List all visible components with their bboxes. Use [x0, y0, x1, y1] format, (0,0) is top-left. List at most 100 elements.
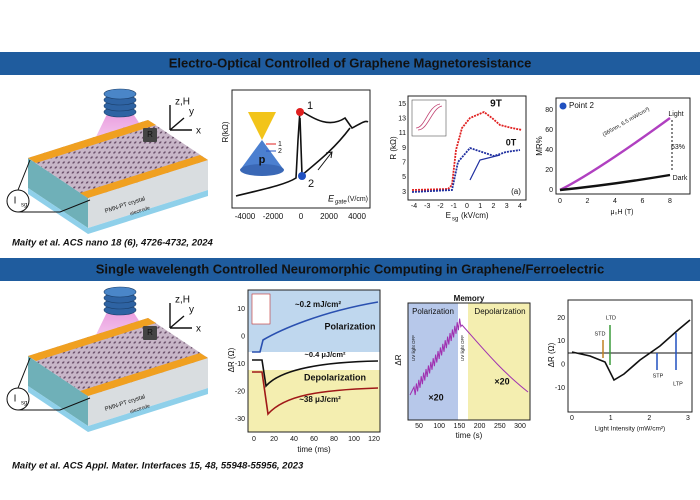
source-subscript: sg: [21, 203, 27, 209]
legend-label: 1: [278, 141, 282, 148]
inset: [411, 99, 447, 137]
axis-label: x: [196, 126, 201, 137]
y-tick-label: 10: [557, 338, 565, 345]
source-subscript: sg: [21, 401, 27, 407]
x-tick-label: 80: [330, 436, 338, 443]
x-axis-label: Light Intensity (mW/cm²): [595, 426, 665, 433]
x-tick-label: 300: [514, 423, 526, 430]
x-axis-label: E: [328, 193, 335, 203]
banner: [0, 258, 700, 281]
graphene: [28, 120, 208, 198]
y-tick-label: 3: [402, 189, 406, 196]
y-tick-label: 13: [398, 116, 406, 123]
y-axis-label: ΔR (Ω): [547, 342, 556, 367]
axis-label: z,H: [175, 295, 190, 306]
y-axis-label: ΔR: [394, 354, 403, 365]
x-axis-label: time (s): [456, 431, 483, 440]
plot-frame: [567, 299, 693, 413]
source-label: I: [14, 196, 17, 207]
citation: Maity et al. ACS Appl. Mater. Interfaces…: [12, 461, 304, 472]
marker-label: STP: [653, 373, 664, 379]
axis-label: y: [189, 107, 194, 118]
x-tick-label: 2: [492, 203, 496, 210]
x-axis-subscript: sg: [452, 217, 458, 223]
y-tick-label: -20: [235, 388, 245, 395]
banner-title: Electro-Optical Controlled of Graphene M…: [169, 55, 532, 70]
axes: [169, 105, 192, 131]
x-tick-label: 40: [290, 436, 298, 443]
x-axis-label: E: [446, 211, 451, 220]
x-tick-label: 1: [609, 415, 613, 422]
y-tick-label: 15: [398, 101, 406, 108]
repeat-label: ×20: [494, 376, 509, 386]
region-label: Polarization: [324, 321, 375, 331]
curve: [252, 301, 379, 353]
banner-title: Single wavelength Controlled Neuromorphi…: [96, 261, 605, 276]
citation: Maity et al. ACS nano 18 (6), 4726-4732,…: [12, 238, 214, 249]
x-tick-label: 150: [454, 423, 466, 430]
axis-label: x: [196, 324, 201, 335]
x-tick-label: 100: [433, 423, 445, 430]
x-tick-label: 4000: [348, 212, 366, 221]
y-axis-label: R(kΩ): [221, 121, 230, 142]
pulse-inset: [251, 293, 271, 325]
wire: [17, 357, 91, 411]
x-tick-label: 2000: [320, 212, 338, 221]
banner: [0, 52, 700, 75]
curve-label: Dark: [673, 175, 688, 182]
region-label: Depolarization: [304, 372, 366, 382]
x-tick-label: -2000: [263, 212, 284, 221]
panel-tag: (a): [511, 187, 521, 196]
y-tick-label: 40: [545, 147, 553, 154]
marker-label: LTD: [606, 315, 616, 321]
x-tick-label: 20: [270, 436, 278, 443]
y-tick-label: 20: [557, 315, 565, 322]
cone: [248, 112, 276, 140]
x-tick-label: 100: [348, 436, 360, 443]
x-tick-label: 4: [518, 203, 522, 210]
plot-frame: [555, 97, 691, 195]
y-tick-label: 10: [237, 306, 245, 313]
electrode-right: [80, 155, 208, 198]
plot-frame: [407, 95, 527, 201]
light-source: [103, 286, 137, 298]
electrode-left: [28, 318, 156, 361]
bottom-electrode: [28, 386, 208, 432]
axis-label: z,H: [175, 97, 190, 108]
meter-label: R: [147, 130, 153, 139]
region-label: Polarization: [412, 307, 454, 316]
y-axis-label: MR%: [535, 136, 544, 156]
light-source: [103, 88, 137, 100]
annotation: ~38 μJ/cm²: [299, 395, 341, 404]
repeat-label: ×20: [428, 392, 443, 402]
x-tick-label: 0: [558, 198, 562, 205]
x-tick-label: 120: [368, 436, 380, 443]
curve-light: [559, 117, 671, 192]
graphene: [28, 318, 208, 396]
current-source: [6, 387, 30, 411]
substrate-right: [88, 358, 208, 426]
plot-frame: [231, 89, 371, 209]
y-tick-label: -10: [555, 385, 565, 392]
curve-label: 9T: [490, 99, 502, 110]
region-depolarization: [248, 370, 380, 432]
meter: [143, 326, 157, 340]
x-tick-label: 4: [613, 198, 617, 205]
region-label: Depolarization: [474, 307, 525, 316]
curve: [409, 318, 529, 396]
curve-dark: [559, 173, 671, 192]
x-axis-subscript: gate: [335, 200, 347, 206]
x-tick-label: -3: [424, 203, 430, 210]
point: [298, 172, 306, 180]
curve: [252, 371, 379, 416]
curve: [252, 359, 379, 388]
legend-label: Point 2: [569, 101, 594, 110]
wire: [17, 159, 91, 213]
cone-base: [240, 164, 284, 176]
panel-title: Memory: [454, 294, 485, 303]
legend-label: 2: [278, 148, 282, 155]
marker-label: STD: [595, 331, 606, 337]
y-tick-label: 0: [549, 187, 553, 194]
annotation: ~0.2 mJ/cm²: [295, 300, 341, 309]
x-axis-unit: (V/cm): [347, 196, 368, 203]
